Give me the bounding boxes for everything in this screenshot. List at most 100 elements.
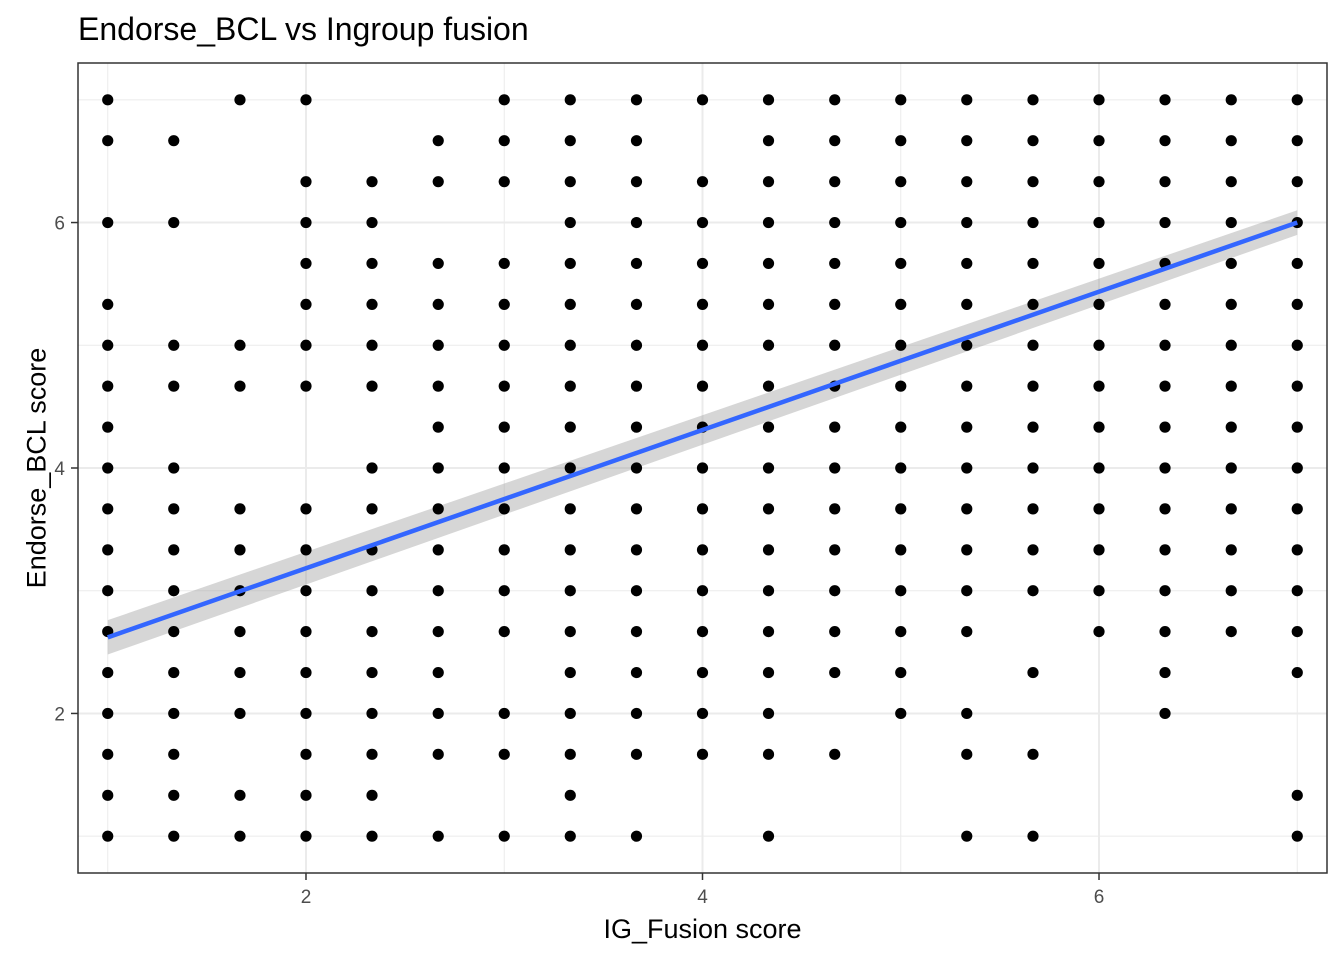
data-point <box>696 503 709 515</box>
data-point <box>1027 216 1039 229</box>
data-point <box>895 503 907 515</box>
data-point <box>762 503 775 515</box>
data-point <box>1225 176 1237 188</box>
data-point <box>432 257 444 270</box>
data-point <box>829 216 841 229</box>
data-point <box>1093 257 1105 270</box>
data-point <box>234 380 246 392</box>
data-point <box>432 339 444 351</box>
data-point <box>300 585 312 597</box>
data-point <box>432 298 444 311</box>
y-axis-title: Endorse_BCL score <box>21 348 51 589</box>
data-point <box>1159 707 1171 720</box>
data-point <box>234 830 246 842</box>
data-point <box>630 257 643 270</box>
data-point <box>895 585 907 597</box>
data-point <box>696 339 709 351</box>
data-point <box>630 176 643 188</box>
plot-panel <box>77 62 1328 874</box>
data-point <box>498 544 510 556</box>
data-point <box>762 135 775 147</box>
data-point <box>498 462 510 474</box>
data-point <box>630 625 643 638</box>
data-point <box>1225 135 1237 147</box>
data-point <box>961 339 973 351</box>
data-point <box>234 503 246 515</box>
data-point <box>961 748 973 760</box>
data-point <box>895 544 907 556</box>
data-point <box>762 707 775 720</box>
data-point <box>1027 94 1039 106</box>
data-point <box>762 666 775 679</box>
data-point <box>630 380 643 392</box>
y-tick-label: 6 <box>54 214 65 235</box>
data-point <box>1027 298 1039 311</box>
data-point <box>234 544 246 556</box>
data-point <box>1159 625 1171 638</box>
data-point <box>366 462 378 474</box>
data-point <box>498 380 510 392</box>
data-point <box>564 503 576 515</box>
data-point <box>300 830 312 842</box>
data-point <box>234 789 246 801</box>
data-point <box>1159 585 1171 597</box>
data-point <box>1291 257 1303 270</box>
data-point <box>961 625 973 638</box>
data-point <box>630 135 643 147</box>
data-point <box>895 257 907 270</box>
data-point <box>1093 503 1105 515</box>
data-point <box>829 748 841 760</box>
data-point <box>1027 666 1039 679</box>
data-point <box>1291 421 1303 433</box>
data-point <box>1291 462 1303 474</box>
data-point <box>1093 135 1105 147</box>
data-point <box>1225 380 1237 392</box>
data-point <box>829 666 841 679</box>
data-point <box>234 707 246 720</box>
y-tick-label: 2 <box>54 704 65 725</box>
data-point <box>1093 544 1105 556</box>
data-point <box>696 707 709 720</box>
chart-title: Endorse_BCL vs Ingroup fusion <box>78 11 529 47</box>
data-point <box>234 666 246 679</box>
data-point <box>300 625 312 638</box>
data-point <box>762 544 775 556</box>
data-point <box>432 462 444 474</box>
data-point <box>961 380 973 392</box>
data-point <box>1225 503 1237 515</box>
data-point <box>300 298 312 311</box>
data-point <box>564 707 576 720</box>
data-point <box>895 380 907 392</box>
data-point <box>762 830 775 842</box>
data-point <box>234 625 246 638</box>
data-point <box>168 707 180 720</box>
data-point <box>366 176 378 188</box>
data-point <box>829 298 841 311</box>
data-point <box>1225 421 1237 433</box>
data-point <box>829 257 841 270</box>
data-point <box>1291 94 1303 106</box>
data-point <box>366 339 378 351</box>
data-point <box>1159 462 1171 474</box>
data-point <box>498 298 510 311</box>
data-point <box>498 707 510 720</box>
data-point <box>498 257 510 270</box>
data-point <box>630 462 643 474</box>
data-point <box>696 94 709 106</box>
data-point <box>895 176 907 188</box>
data-point <box>961 216 973 229</box>
data-point <box>168 748 180 760</box>
data-point <box>630 707 643 720</box>
data-point <box>300 94 312 106</box>
data-point <box>168 380 180 392</box>
data-point <box>1159 135 1171 147</box>
data-point <box>630 585 643 597</box>
data-point <box>366 585 378 597</box>
data-point <box>1027 135 1039 147</box>
data-point <box>630 339 643 351</box>
data-point <box>696 748 709 760</box>
data-point <box>102 135 114 147</box>
data-point <box>498 339 510 351</box>
data-point <box>762 257 775 270</box>
